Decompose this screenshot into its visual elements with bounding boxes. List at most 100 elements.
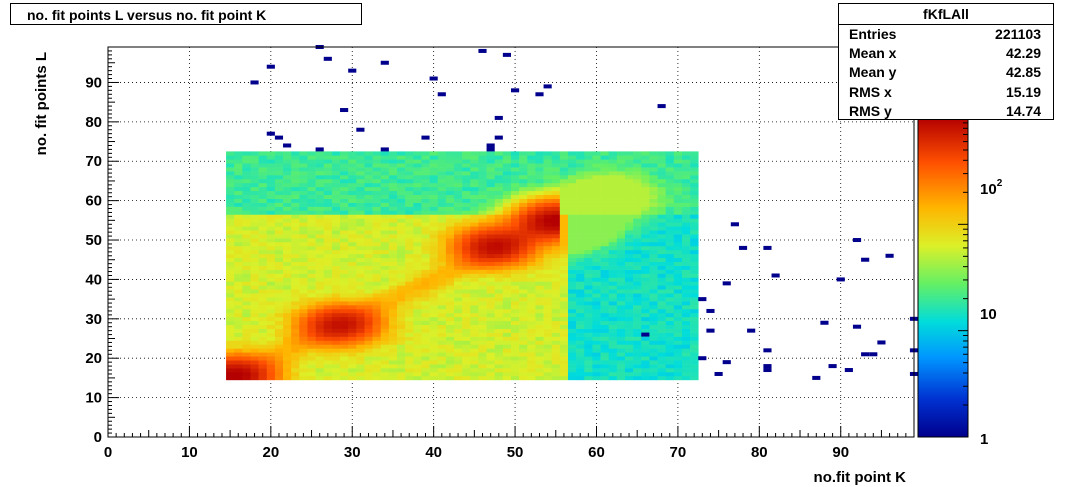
heatmap-cell	[364, 316, 373, 322]
heatmap-cell	[364, 312, 373, 318]
heatmap-cell	[608, 269, 618, 274]
heatmap-cell	[380, 218, 390, 223]
heatmap-cell	[502, 372, 512, 377]
heatmap-cell	[567, 226, 577, 231]
heatmap-cell	[291, 308, 300, 314]
heatmap-cell	[665, 155, 675, 160]
heatmap-cell	[364, 324, 373, 329]
heatmap-cell	[299, 356, 308, 361]
heatmap-cell	[527, 340, 536, 345]
outlier-cell	[698, 297, 707, 302]
heatmap-cell	[608, 285, 618, 290]
heatmap-cell	[315, 328, 325, 333]
heatmap-cell	[584, 167, 593, 172]
heatmap-cell	[633, 360, 642, 365]
heatmap-cell	[527, 297, 536, 302]
heatmap-cell	[250, 175, 259, 180]
heatmap-cell	[502, 163, 512, 168]
heatmap-cell	[494, 328, 504, 333]
heatmap-cell	[600, 198, 609, 203]
heatmap-cell	[592, 360, 601, 365]
heatmap-cell	[633, 234, 642, 239]
heatmap-cell	[274, 285, 284, 290]
heatmap-cell	[445, 324, 455, 329]
heatmap-cell	[388, 265, 398, 270]
heatmap-cell	[445, 194, 455, 199]
heatmap-cell	[551, 257, 561, 262]
heatmap-cell	[616, 356, 626, 361]
heatmap-cell	[511, 242, 520, 247]
heatmap-cell	[356, 312, 365, 318]
heatmap-cell	[323, 312, 333, 318]
heatmap-cell	[250, 289, 259, 294]
heatmap-cell	[291, 324, 300, 329]
heatmap-cell	[291, 178, 300, 184]
heatmap-cell	[502, 277, 512, 282]
heatmap-cell	[331, 356, 341, 361]
heatmap-cell	[348, 249, 357, 255]
heatmap-cell	[437, 178, 447, 184]
heatmap-cell	[364, 194, 373, 199]
heatmap-cell	[258, 375, 268, 381]
heatmap-cell	[527, 344, 536, 349]
heatmap-cell	[250, 301, 259, 306]
heatmap-cell	[673, 273, 683, 278]
heatmap-cell	[421, 297, 430, 302]
heatmap-cell	[502, 312, 512, 318]
heatmap-cell	[559, 245, 569, 251]
heatmap-cell	[283, 242, 292, 247]
heatmap-cell	[307, 293, 316, 298]
outlier-cell	[511, 88, 520, 93]
heatmap-cell	[429, 340, 439, 345]
heatmap-cell	[649, 308, 658, 314]
heatmap-cell	[690, 198, 699, 203]
heatmap-cell	[242, 336, 251, 341]
heatmap-cell	[608, 163, 618, 168]
heatmap-cell	[226, 356, 235, 361]
heatmap-cell	[429, 273, 439, 278]
heatmap-cell	[519, 277, 528, 282]
heatmap-cell	[283, 214, 292, 219]
heatmap-cell	[462, 242, 471, 247]
heatmap-cell	[250, 297, 259, 302]
heatmap-cell	[421, 194, 430, 199]
heatmap-cell	[380, 202, 390, 207]
outlier-cell	[486, 143, 495, 148]
heatmap-cell	[511, 336, 520, 341]
heatmap-cell	[250, 210, 259, 215]
heatmap-cell	[584, 202, 593, 207]
heatmap-cell	[372, 253, 382, 259]
heatmap-cell	[364, 269, 373, 274]
heatmap-cell	[242, 218, 251, 223]
heatmap-cell	[454, 218, 463, 223]
heatmap-cell	[421, 257, 430, 262]
heatmap-cell	[616, 332, 626, 337]
heatmap-cell	[405, 328, 414, 333]
stats-label: Mean x	[849, 45, 897, 62]
heatmap-cell	[535, 226, 544, 231]
heatmap-cell	[348, 348, 357, 353]
heatmap-cell	[405, 277, 414, 282]
heatmap-cell	[657, 364, 666, 369]
heatmap-cell	[437, 159, 447, 164]
heatmap-cell	[226, 352, 235, 357]
heatmap-cell	[454, 281, 463, 286]
heatmap-cell	[502, 281, 512, 286]
heatmap-cell	[511, 182, 520, 188]
heatmap-cell	[478, 163, 487, 168]
heatmap-cell	[307, 336, 316, 341]
heatmap-cell	[405, 230, 414, 235]
heatmap-cell	[600, 171, 609, 176]
heatmap-cell	[437, 273, 447, 278]
heatmap-cell	[348, 222, 357, 227]
heatmap-cell	[266, 285, 276, 290]
heatmap-cell	[250, 281, 259, 286]
heatmap-cell	[397, 293, 406, 298]
heatmap-cell	[405, 206, 414, 211]
heatmap-cell	[649, 316, 658, 322]
heatmap-cell	[226, 210, 235, 215]
heatmap-cell	[454, 242, 463, 247]
heatmap-cell	[340, 352, 349, 357]
heatmap-cell	[250, 375, 259, 381]
heatmap-cell	[258, 257, 268, 262]
